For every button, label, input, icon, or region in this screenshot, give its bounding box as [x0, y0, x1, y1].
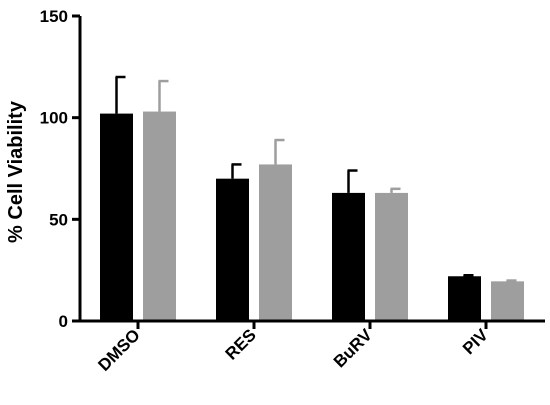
x-tick-label-piv: PIV	[459, 325, 492, 358]
bar-dmso-series-1	[100, 113, 133, 321]
error-bar-piv-series-1	[463, 274, 474, 277]
error-bar-dmso-series-2	[158, 79, 169, 112]
error-bar-res-series-2	[274, 138, 285, 165]
error-bars-layer	[115, 75, 517, 282]
bar-burv-series-1	[332, 192, 365, 321]
bar-res-series-1	[216, 178, 249, 321]
bar-dmso-series-2	[143, 111, 176, 321]
bar-piv-series-2	[491, 281, 524, 321]
bars-layer	[100, 111, 524, 321]
error-bar-burv-series-2	[390, 187, 401, 193]
y-tick-label-50: 50	[49, 210, 68, 229]
error-bar-res-series-1	[231, 163, 242, 179]
error-bar-piv-series-2	[506, 279, 517, 282]
y-tick-label-150: 150	[40, 7, 68, 26]
x-tick-label-dmso: DMSO	[94, 325, 143, 374]
bar-res-series-2	[259, 164, 292, 321]
y-tick-label-0: 0	[59, 312, 68, 331]
x-tick-label-res: RES	[222, 325, 260, 363]
y-ticks-layer: 0 50 100 150	[40, 7, 80, 331]
error-bar-burv-series-1	[347, 169, 358, 193]
bar-piv-series-1	[448, 276, 481, 321]
bar-burv-series-2	[375, 192, 408, 321]
y-tick-label-100: 100	[40, 109, 68, 128]
y-axis-label: % Cell Viability	[5, 100, 27, 243]
x-tick-label-burv: BuRV	[330, 325, 376, 371]
x-ticks-layer: DMSO RES BuRV PIV	[94, 321, 492, 375]
error-bar-dmso-series-1	[115, 75, 126, 114]
